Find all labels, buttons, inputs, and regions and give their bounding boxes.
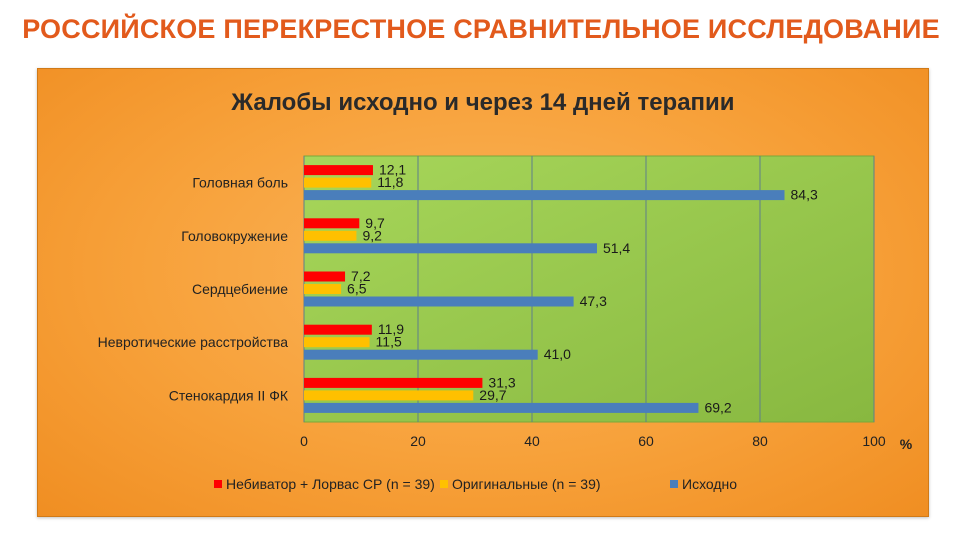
bar xyxy=(304,190,785,201)
x-tick-label: 100 xyxy=(862,433,886,449)
bar xyxy=(304,177,372,188)
bar-chart: 0 20 40 60 80 100 % 12,111,8 84,3 Головная боль 9,… xyxy=(98,155,913,492)
data-label: 11,8 xyxy=(377,174,403,190)
x-tick-label: 40 xyxy=(524,433,540,449)
x-axis-label: % xyxy=(900,436,913,452)
data-label: 31,3 xyxy=(488,374,515,390)
chart-title: Жалобы исходно и через 14 дней терапии xyxy=(231,89,735,116)
page-title: РОССИЙСКОЕ ПЕРЕКРЕСТНОЕ СРАВНИТЕЛЬНОЕ ИС… xyxy=(22,14,940,44)
legend-swatch xyxy=(214,480,222,488)
bar xyxy=(304,402,699,413)
bar xyxy=(304,377,483,388)
chart-panel: Жалобы исходно и через 14 дней терапии 0… xyxy=(37,68,929,517)
bar xyxy=(304,243,597,254)
x-tick-label: 80 xyxy=(752,433,768,449)
x-tick-label: 60 xyxy=(638,433,654,449)
data-label: 29,7 xyxy=(479,387,506,403)
plot-area xyxy=(303,155,875,423)
data-label: 7,2 xyxy=(351,268,371,284)
bar xyxy=(304,165,373,176)
y-category-label: Стенокардия II ФК xyxy=(169,387,289,403)
data-label: 11,9 xyxy=(378,321,404,337)
legend-label: Исходно xyxy=(682,476,737,492)
data-label: 51,4 xyxy=(603,240,630,256)
data-label: 9,2 xyxy=(362,227,382,243)
bar xyxy=(304,324,372,335)
bar xyxy=(304,271,346,282)
bar xyxy=(304,390,474,401)
y-category-label: Головная боль xyxy=(192,175,288,191)
bar xyxy=(304,218,360,229)
data-label: 41,0 xyxy=(544,346,571,362)
y-category-label: Сердцебиение xyxy=(192,281,288,297)
bar xyxy=(304,284,342,294)
data-label: 84,3 xyxy=(791,187,818,203)
data-label: 47,3 xyxy=(580,293,607,309)
bar xyxy=(304,337,370,348)
data-label: 69,2 xyxy=(704,399,731,415)
bar xyxy=(304,296,574,307)
data-label: 11,5 xyxy=(376,334,402,350)
x-tick-label: 0 xyxy=(300,433,308,449)
bar xyxy=(304,349,538,360)
legend-label: Оригинальные (n = 39) xyxy=(452,476,601,492)
bar xyxy=(304,230,357,241)
y-category-label: Головокружение xyxy=(181,228,288,244)
legend-swatch xyxy=(440,480,448,488)
data-label: 9,7 xyxy=(365,215,385,231)
y-category-label: Невротические расстройства xyxy=(98,334,289,350)
data-label: 6,5 xyxy=(347,281,367,297)
legend-label: Небиватор + Лорвас СР (n = 39) xyxy=(226,476,435,492)
legend-swatch xyxy=(670,480,678,488)
data-label: 12,1 xyxy=(379,162,406,178)
x-tick-label: 20 xyxy=(410,433,426,449)
